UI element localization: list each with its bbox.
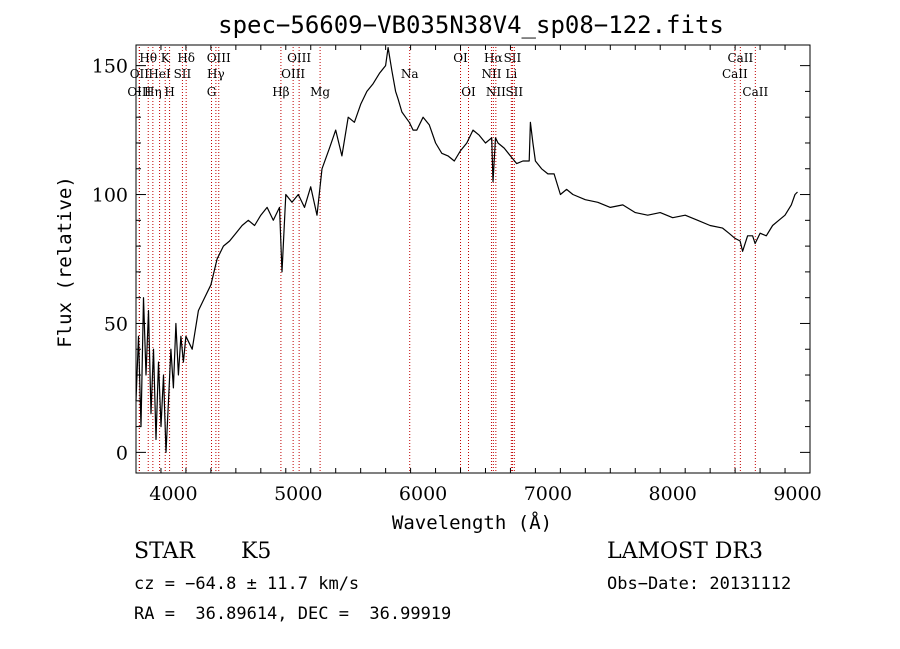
series-layer [135, 46, 798, 453]
axes: 4000 5000 6000 7000 8000 9000 0 50 100 150 [92, 44, 822, 505]
y-axis-label: Flux (relative) [54, 176, 76, 348]
spectral-line-label: Hβ [272, 85, 289, 99]
spectral-line-label: NII [481, 67, 501, 81]
x-tick-label: 7000 [524, 483, 572, 505]
x-axis-label: Wavelength (Å) [392, 511, 552, 534]
spectral-line-label: NII [486, 85, 506, 99]
spectral-line-label: CaII [727, 51, 753, 65]
spectral-line-label: OI [461, 85, 476, 99]
object-type: STAR [134, 539, 195, 564]
plot-title: spec−56609−VB035N38V4_sp08−122.fits [218, 11, 724, 39]
spectral-line-label: SII [505, 85, 523, 99]
coordinates: RA = 36.89614, DEC = 36.99919 [134, 604, 452, 624]
spectrum-line [135, 46, 798, 453]
spectral-line-label: Hδ [177, 51, 195, 65]
spectral-line-label: Hη [144, 85, 162, 99]
x-tick-label: 6000 [399, 483, 447, 505]
x-tick-label: 9000 [773, 483, 821, 505]
spectral-line-label: Mg [310, 85, 330, 99]
plot-frame [135, 44, 811, 474]
y-tick-label: 50 [104, 313, 128, 335]
spectral-line-label: Na [401, 67, 419, 81]
spectral-line-label: SII [174, 67, 192, 81]
spectral-line-label: OI [453, 51, 468, 65]
spectral-line-label: Li [505, 67, 517, 81]
spectral-line-label: Hγ [207, 67, 225, 81]
redshift-text: cz = −64.8 ± 11.7 km/s [134, 574, 360, 594]
spectral-line-label: H [164, 85, 174, 99]
y-tick-label: 100 [92, 185, 128, 207]
x-tick-label: 4000 [149, 483, 197, 505]
spectral-line-label: SII [504, 51, 522, 65]
spectral-line-label: OIII [281, 67, 305, 81]
x-tick-label: 8000 [649, 483, 697, 505]
spectral-line-label: OIII [207, 51, 231, 65]
spectral-line-label: G [207, 85, 217, 99]
spectral-line-label: K [161, 51, 171, 65]
spectral-line-label: OIII [287, 51, 311, 65]
spectral-line-label: HeI [148, 67, 171, 81]
x-tick-label: 5000 [274, 483, 322, 505]
spectral-line-label: CaII [722, 67, 748, 81]
spectral-line-label: OIII [127, 85, 151, 99]
spectral-line-label: Hθ [139, 51, 157, 65]
y-tick-label: 150 [92, 56, 128, 78]
y-tick-label: 0 [116, 442, 128, 464]
spectral-line-label: Hα [484, 51, 503, 65]
spectral-subclass: K5 [241, 539, 272, 564]
survey-name: LAMOST DR3 [607, 539, 763, 564]
obs-date: Obs−Date: 20131112 [607, 574, 792, 594]
spectral-line-label: CaII [742, 85, 768, 99]
